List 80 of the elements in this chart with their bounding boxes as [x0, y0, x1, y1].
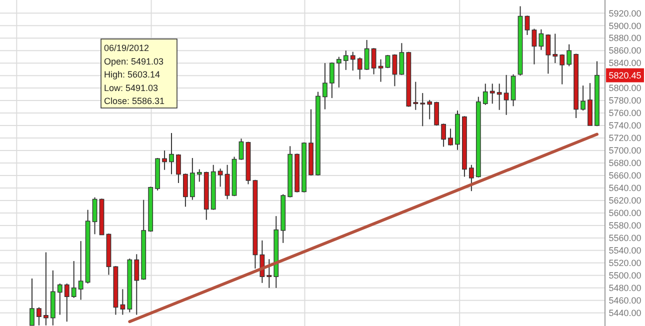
- y-tick-label: 5860.00: [608, 46, 642, 56]
- candlestick: [238, 138, 244, 160]
- candlestick: [336, 56, 342, 88]
- candlestick: [524, 15, 530, 36]
- y-tick-label: 5460.00: [608, 296, 642, 306]
- y-tick-label: 5800.00: [608, 83, 642, 94]
- candlestick: [57, 283, 62, 316]
- candlestick: [134, 254, 140, 316]
- candlestick: [510, 74, 516, 107]
- candlestick: [343, 50, 348, 70]
- y-tick-label: 5760.00: [608, 108, 642, 118]
- candlestick: [92, 196, 98, 235]
- y-tick-label: 5600.00: [608, 208, 642, 218]
- candlestick: [120, 288, 126, 316]
- candlestick: [329, 62, 334, 99]
- y-tick-label: 5680.00: [608, 158, 642, 168]
- annotation: 06/19/2012: [104, 43, 150, 53]
- candlestick: [378, 58, 384, 82]
- y-tick-label: 5480.00: [608, 283, 642, 294]
- candlestick: [322, 62, 328, 110]
- candlestick: [364, 39, 370, 70]
- y-tick-label: 5580.00: [608, 220, 642, 231]
- text: 5820.45: [608, 70, 642, 80]
- y-tick-label: 5500.00: [608, 270, 642, 281]
- y-tick-label: 5540.00: [608, 246, 642, 256]
- candlestick: [427, 99, 432, 120]
- y-tick-label: 5700.00: [608, 146, 642, 156]
- candlestick: [399, 42, 404, 76]
- candlestick: [392, 54, 398, 87]
- candlestick: [36, 306, 42, 326]
- candlestick: [482, 83, 488, 106]
- candlestick: [560, 54, 565, 85]
- candlestick: [224, 164, 230, 200]
- candlestick: [44, 252, 48, 326]
- candlestick: [420, 92, 426, 127]
- candlestick: [546, 34, 551, 74]
- candlestick: [441, 123, 446, 148]
- annotation: High: 5603.14: [104, 70, 160, 80]
- candlestick: [30, 278, 34, 326]
- y-tick-label: 5440.00: [608, 308, 642, 318]
- y-tick-label: 5720.00: [608, 133, 642, 144]
- y-tick-label: 5560.00: [608, 233, 642, 244]
- candlestick: [78, 240, 84, 300]
- candlestick: [538, 28, 544, 50]
- y-tick-label: 5640.00: [608, 183, 642, 194]
- candlestick: [371, 48, 376, 75]
- candlestick: [532, 28, 537, 65]
- y-tick-label: 5660.00: [608, 170, 642, 181]
- candlestick: [490, 83, 495, 104]
- annotation: Open: 5491.03: [104, 56, 164, 66]
- candlestick: [504, 74, 509, 116]
- candlestick: [469, 164, 474, 192]
- y-tick-label: 5780.00: [608, 96, 642, 106]
- candlestick: [183, 173, 188, 208]
- y-tick-label: 5840.00: [608, 58, 642, 68]
- candlestick: [190, 158, 195, 200]
- candlestick: [413, 81, 418, 110]
- candlestick: [176, 154, 181, 184]
- candlestick: [496, 83, 502, 110]
- candlestick: [552, 33, 558, 64]
- y-tick-label: 5900.00: [608, 20, 642, 31]
- annotation: Low: 5491.03: [104, 82, 158, 93]
- annotation: Close: 5586.31: [104, 96, 165, 106]
- y-tick-label: 5740.00: [608, 120, 642, 131]
- candlestick: [218, 168, 223, 188]
- y-tick-label: 5620.00: [608, 196, 642, 206]
- y-tick-label: 5920.00: [608, 8, 642, 18]
- y-tick-label: 5880.00: [608, 33, 642, 44]
- candlestick: [448, 128, 453, 146]
- candlestick: [71, 260, 76, 298]
- candlestick: [162, 150, 167, 170]
- candlestick: [580, 85, 586, 112]
- candlestick: [350, 51, 356, 72]
- candlestick: [64, 283, 70, 322]
- y-tick-label: 5520.00: [608, 258, 642, 268]
- candlestick: [566, 44, 572, 67]
- candlestick: [169, 132, 174, 175]
- candlestick: [196, 168, 202, 182]
- candlestick: [266, 258, 272, 288]
- candlestick: [357, 56, 362, 80]
